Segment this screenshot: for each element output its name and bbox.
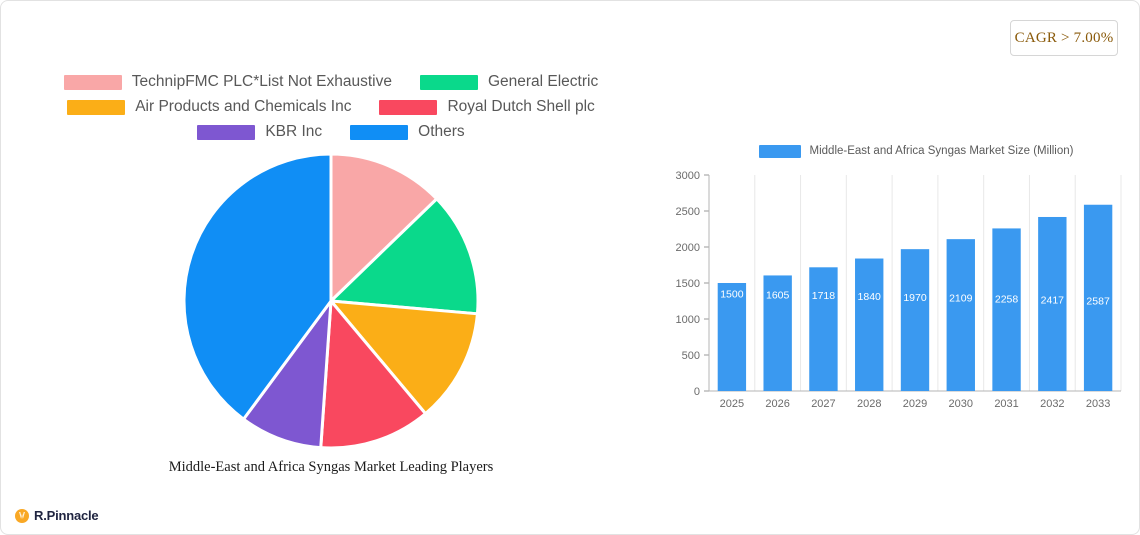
bar-legend: Middle-East and Africa Syngas Market Siz… — [661, 141, 1131, 161]
pie-legend-row: KBR Inc Others — [51, 123, 611, 141]
pie-legend-item-general-electric[interactable]: General Electric — [419, 73, 599, 91]
bar[interactable] — [946, 239, 975, 391]
pie-legend-label: Others — [418, 123, 465, 140]
y-axis-tick-label: 2500 — [676, 206, 700, 218]
bar[interactable] — [855, 258, 884, 391]
x-axis-tick-label: 2032 — [1040, 398, 1064, 410]
pie-legend-item-kbr[interactable]: KBR Inc — [197, 123, 322, 141]
bar-value-label: 1500 — [720, 288, 744, 300]
y-axis-tick-label: 3000 — [676, 170, 700, 182]
bar-value-label: 2109 — [949, 293, 973, 305]
pie-slice[interactable] — [319, 299, 427, 449]
pie-legend-row: Air Products and Chemicals Inc Royal Dut… — [51, 98, 611, 116]
bar-legend-label: Middle-East and Africa Syngas Market Siz… — [809, 145, 1074, 157]
pie-legend-row: TechnipFMC PLC*List Not Exhaustive Gener… — [51, 73, 611, 91]
pie-legend-label: Air Products and Chemicals Inc — [135, 98, 352, 115]
legend-swatch-icon — [419, 74, 478, 90]
y-axis-tick-label: 500 — [682, 350, 700, 362]
pie-chart-panel: TechnipFMC PLC*List Not Exhaustive Gener… — [1, 61, 661, 491]
y-axis-tick-label: 1000 — [676, 314, 700, 326]
pinnacle-logo-icon — [15, 508, 29, 523]
legend-swatch-icon — [350, 124, 409, 140]
pie-legend-label: General Electric — [487, 73, 599, 90]
pie-legend-item-air-products[interactable]: Air Products and Chemicals Inc — [67, 98, 351, 116]
bar[interactable] — [1083, 204, 1113, 391]
bar-value-label: 2417 — [1041, 294, 1065, 306]
bar-value-label: 2587 — [1086, 295, 1110, 307]
legend-swatch-icon — [67, 99, 126, 115]
pie-legend: TechnipFMC PLC*List Not Exhaustive Gener… — [51, 61, 611, 141]
pie-legend-item-others[interactable]: Others — [350, 123, 465, 141]
pie-legend-item-technipfmc[interactable]: TechnipFMC PLC*List Not Exhaustive — [63, 73, 392, 91]
bar-value-label: 1605 — [766, 289, 790, 301]
x-axis-tick-label: 2027 — [811, 398, 835, 410]
pie-slice[interactable] — [329, 153, 439, 303]
pie-chart-caption: Middle-East and Africa Syngas Market Lea… — [168, 459, 494, 475]
y-axis-tick-label: 2000 — [676, 242, 700, 254]
bar[interactable] — [1038, 216, 1067, 391]
legend-swatch-icon — [758, 144, 801, 158]
bar[interactable] — [763, 275, 792, 391]
bar[interactable] — [717, 283, 747, 391]
bar-value-label: 1718 — [812, 290, 836, 302]
x-axis-tick-label: 2026 — [765, 398, 789, 410]
bar-chart-panel: Middle-East and Africa Syngas Market Siz… — [661, 141, 1131, 431]
legend-swatch-icon — [379, 99, 438, 115]
legend-swatch-icon — [63, 74, 122, 90]
pie-legend-item-royal-dutch-shell[interactable]: Royal Dutch Shell plc — [379, 98, 595, 116]
bar-chart-svg: 0 500 1000 1500 2000 2500 3000 1500 2025 1605 2026… — [676, 170, 1122, 410]
footer-brand: R.Pinnacle — [15, 508, 99, 523]
bar-value-label: 2258 — [995, 294, 1019, 306]
pie-slice[interactable] — [242, 299, 333, 449]
pie-legend-label: Royal Dutch Shell plc — [447, 98, 595, 115]
pie-chart — [183, 153, 479, 449]
legend-swatch-icon — [197, 124, 256, 140]
brand-name: R.Pinnacle — [34, 508, 99, 523]
x-axis-tick-label: 2025 — [720, 398, 744, 410]
bar[interactable] — [809, 267, 838, 391]
bar[interactable] — [900, 249, 930, 391]
pie-slice[interactable] — [329, 299, 479, 416]
x-axis-tick-label: 2029 — [903, 398, 927, 410]
y-axis-tick-label: 1500 — [676, 278, 700, 290]
y-axis-tick-label: 0 — [694, 386, 700, 398]
pie-slice[interactable] — [329, 197, 479, 316]
x-axis-tick-label: 2030 — [949, 398, 973, 410]
bar[interactable] — [992, 228, 1021, 391]
pie-chart-svg — [183, 153, 479, 449]
x-axis-tick-label: 2033 — [1086, 398, 1110, 410]
pie-slice[interactable] — [183, 153, 333, 421]
bar-value-label: 1970 — [903, 292, 927, 304]
cagr-badge-label: CAGR > 7.00% — [1014, 29, 1114, 46]
cagr-badge: CAGR > 7.00% — [1010, 20, 1118, 56]
pie-legend-label: TechnipFMC PLC*List Not Exhaustive — [131, 73, 392, 90]
x-axis-tick-label: 2028 — [857, 398, 881, 410]
x-axis-tick-label: 2031 — [994, 398, 1018, 410]
bar-value-label: 1840 — [858, 291, 882, 303]
pie-legend-label: KBR Inc — [265, 123, 323, 140]
